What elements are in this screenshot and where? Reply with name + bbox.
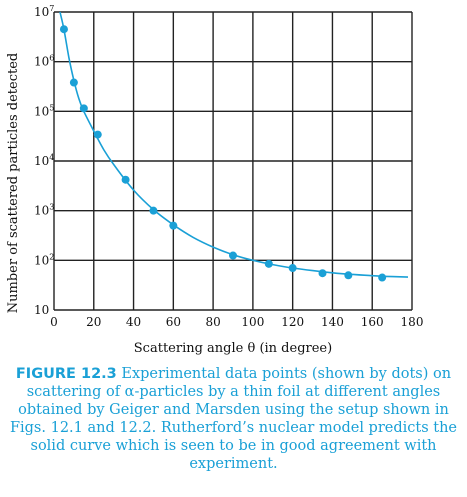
- x-tick-label: 40: [126, 315, 141, 329]
- y-tick-label: 102: [34, 252, 54, 267]
- data-point: [229, 251, 237, 260]
- caption-text: Experimental data points (shown by dots)…: [9, 366, 458, 472]
- y-tick-label: 106: [34, 54, 54, 69]
- points-layer: [59, 25, 387, 282]
- y-tick-labels: 10 102 103 104 105 106 107: [34, 4, 54, 317]
- x-tick-label: 180: [401, 315, 424, 329]
- figure-caption: FIGURE 12.3 Experimental data points (sh…: [8, 365, 459, 473]
- x-tick-label: 100: [241, 315, 264, 329]
- data-point: [318, 269, 327, 278]
- scattering-chart: 0 20 40 60 80 100 120 140 160 180 101021031041051…: [6, 4, 423, 356]
- x-tick-label: 160: [361, 315, 384, 329]
- data-point: [149, 206, 158, 215]
- y-tick-label: 107: [34, 4, 54, 19]
- curve-layer: [59, 11, 409, 278]
- y-tick-label: 104: [34, 153, 54, 168]
- grid: [53, 11, 413, 311]
- y-tick-label: 105: [34, 103, 54, 118]
- x-tick-labels: 0 20 40 60 80 100 120 140 160 180: [50, 315, 423, 329]
- data-point: [79, 104, 88, 113]
- caption-label: FIGURE 12.3: [15, 366, 117, 382]
- x-tick-label: 0: [50, 315, 58, 329]
- x-tick-label: 60: [166, 315, 181, 329]
- x-tick-label: 80: [205, 315, 220, 329]
- x-tick-label: 20: [86, 315, 101, 329]
- x-tick-label: 140: [321, 315, 344, 329]
- data-point: [69, 78, 78, 87]
- data-point: [288, 264, 297, 273]
- y-axis-label: Number of scattered particles detected: [6, 53, 21, 313]
- data-point: [93, 130, 102, 139]
- data-point: [169, 221, 178, 230]
- x-tick-label: 120: [281, 315, 304, 329]
- data-point: [121, 175, 130, 184]
- model-curve: [59, 11, 409, 278]
- data-point: [264, 259, 273, 268]
- data-point: [378, 273, 387, 282]
- y-tick-label: 10: [34, 303, 49, 317]
- x-axis-label: Scattering angle θ (in degree): [134, 341, 332, 356]
- y-tick-label: 103: [34, 203, 54, 218]
- data-point: [344, 271, 353, 280]
- data-point: [59, 25, 68, 34]
